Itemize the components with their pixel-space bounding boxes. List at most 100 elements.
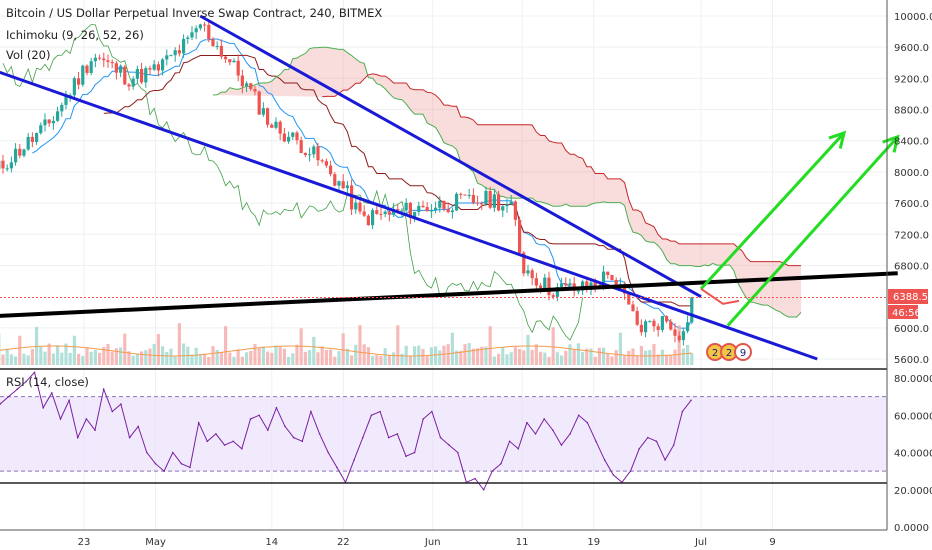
candle-body xyxy=(190,32,194,38)
volume-bar xyxy=(463,344,467,365)
volume-bar xyxy=(467,343,471,365)
volume-bar xyxy=(370,355,375,365)
candle-body xyxy=(18,148,22,156)
volume-bar xyxy=(459,350,463,365)
candle-body xyxy=(387,211,391,215)
volume-bar xyxy=(278,346,282,365)
volume-bar xyxy=(564,350,568,365)
rsi-point xyxy=(595,440,597,443)
volume-bar xyxy=(475,348,480,365)
volume-bar xyxy=(64,343,68,365)
volume-bar xyxy=(442,345,446,365)
candle-body xyxy=(660,316,664,330)
rsi-axis[interactable]: 80.0000 60.0000 40.0000 20.0000 0.0000 xyxy=(894,374,932,534)
candle-body xyxy=(85,65,89,73)
volume-bar xyxy=(295,344,299,365)
rsi-point xyxy=(59,418,62,420)
candle-body xyxy=(475,202,480,204)
volume-bar xyxy=(307,350,312,365)
volume-bar xyxy=(324,350,328,365)
volume-bar xyxy=(110,351,114,365)
rsi-point xyxy=(25,380,27,383)
volume-bar xyxy=(55,345,60,365)
candle-body xyxy=(274,121,278,128)
volume-bar xyxy=(18,335,22,365)
rsi-point xyxy=(0,403,1,405)
rsi-point xyxy=(232,440,235,443)
rsi-point xyxy=(7,395,10,398)
candle-body xyxy=(211,39,215,46)
candle-body xyxy=(223,56,228,60)
rsi-point xyxy=(396,433,399,435)
rsi-point xyxy=(534,433,537,435)
rsi-legend[interactable]: RSI (14, close) xyxy=(6,375,89,389)
volume-bar xyxy=(543,352,547,365)
volume-bar xyxy=(606,353,610,365)
price-axis[interactable]: 10000.0 9600.0 9200.0 8800.0 8400.0 8000.0 760… xyxy=(894,12,932,366)
volume-bar xyxy=(446,343,450,365)
candle-body xyxy=(400,210,404,212)
rsi-point xyxy=(258,414,260,417)
candle-body xyxy=(328,165,333,175)
volume-bar xyxy=(173,356,177,365)
volume-bar xyxy=(480,346,484,365)
volume-bar xyxy=(102,346,106,365)
rsi-point xyxy=(577,414,580,417)
candle-body xyxy=(181,38,186,54)
ichimoku-legend[interactable]: Ichimoku (9, 26, 52, 26) xyxy=(6,28,144,42)
volume-bar xyxy=(526,334,530,365)
candle-body xyxy=(89,61,93,73)
candle-body xyxy=(316,146,320,161)
candle-body xyxy=(13,148,18,163)
candle-body xyxy=(631,304,635,312)
rsi-point xyxy=(439,436,442,439)
candle-body xyxy=(202,24,207,26)
candle-body xyxy=(165,55,169,60)
volume-bar xyxy=(349,355,354,365)
candle-body xyxy=(484,191,488,205)
volume-bar xyxy=(85,347,89,365)
candle-body xyxy=(93,57,97,62)
volume-bar xyxy=(505,354,509,365)
volume-bar xyxy=(274,345,278,365)
projection-arrowhead xyxy=(828,130,847,149)
candle-body xyxy=(249,83,253,90)
candle-body xyxy=(9,162,13,169)
candle-body xyxy=(639,324,643,333)
last-price-tag: 6388.5 46:56 xyxy=(888,289,928,319)
candle-body xyxy=(358,202,362,212)
volume-bar xyxy=(228,352,232,365)
volume-bar xyxy=(47,343,51,365)
volume-bar xyxy=(30,349,34,365)
volume-bar xyxy=(337,351,341,365)
volume-bar xyxy=(286,356,291,365)
volume-bar xyxy=(328,349,333,365)
rsi-point xyxy=(154,462,157,465)
candle-body xyxy=(601,271,606,287)
candle-body xyxy=(43,119,47,126)
candle-body xyxy=(240,75,244,87)
candle-body xyxy=(488,191,492,208)
rsi-tick-label: 80.0000 xyxy=(894,374,932,385)
forecast-red-arrow xyxy=(700,288,740,305)
candle-body xyxy=(677,335,681,341)
time-axis[interactable]: 23 May 14 22 Jun 11 19 Jul 9 xyxy=(78,537,776,548)
rsi-point xyxy=(655,440,658,443)
volume-bar xyxy=(673,349,677,365)
candle-body xyxy=(1,160,5,169)
candle-body xyxy=(127,84,131,87)
rsi-point xyxy=(180,462,183,465)
volume-bar xyxy=(148,348,152,365)
candle-body xyxy=(656,326,660,330)
volume-bar xyxy=(555,352,559,365)
volume-legend[interactable]: Vol (20) xyxy=(6,48,51,62)
volume-bar xyxy=(211,346,215,365)
rsi-point xyxy=(629,470,632,472)
rsi-point xyxy=(146,451,148,454)
candle-body xyxy=(144,68,148,83)
volume-bar xyxy=(177,323,181,365)
event-marker xyxy=(734,343,752,361)
candle-body xyxy=(648,320,652,322)
chart-title[interactable]: Bitcoin / US Dollar Perpetual Inverse Sw… xyxy=(6,6,383,20)
